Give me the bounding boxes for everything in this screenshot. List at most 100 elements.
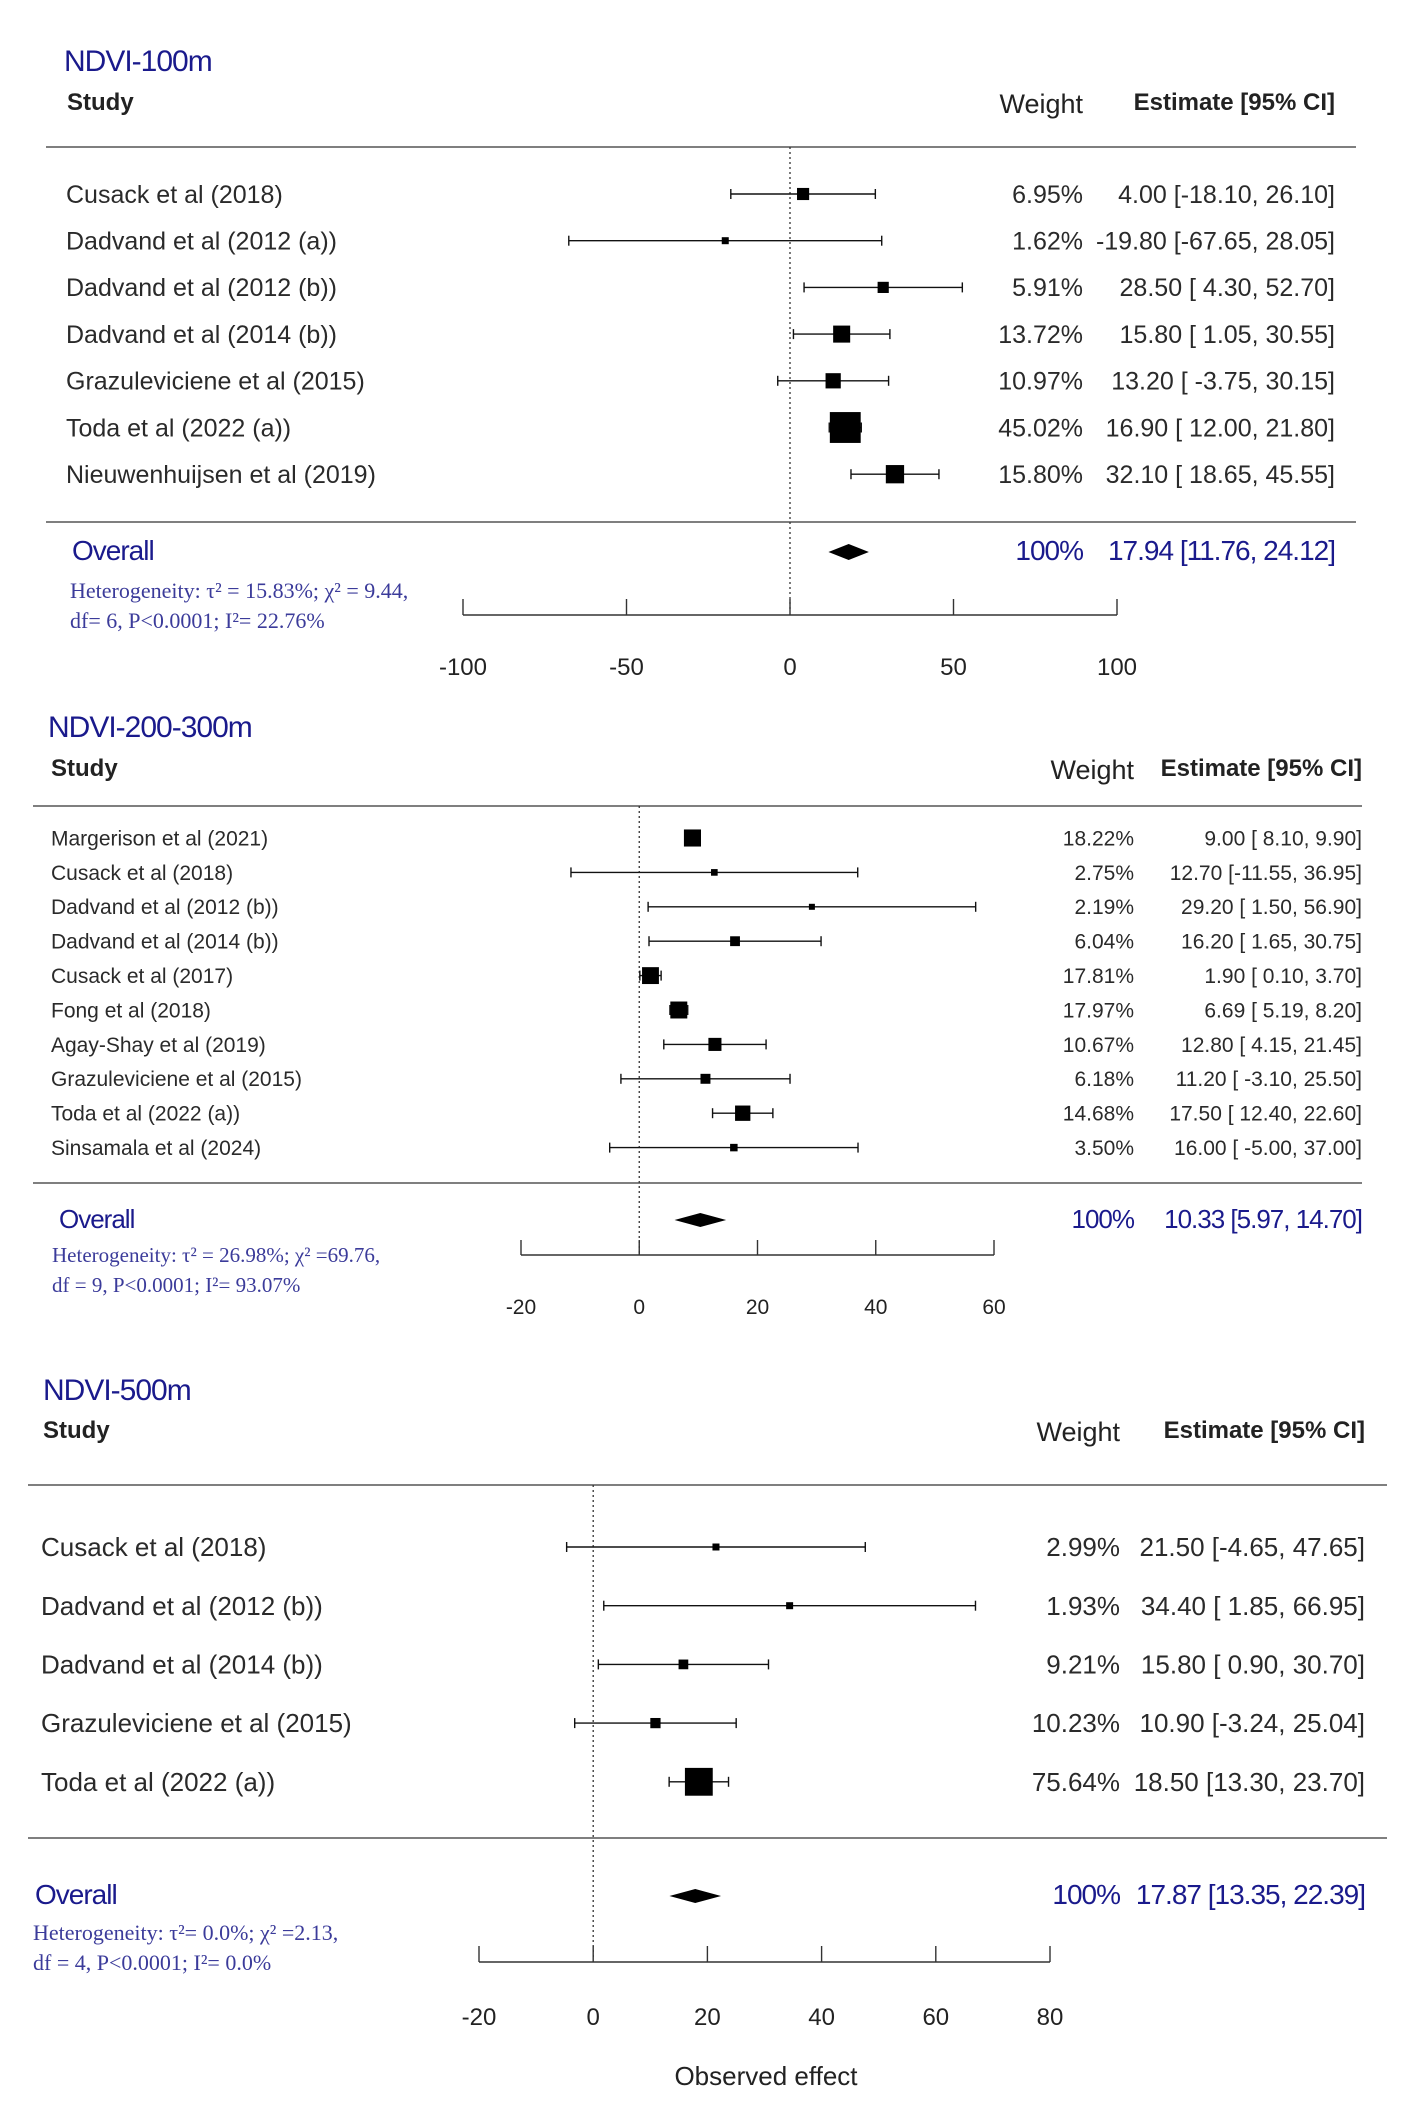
study-column-header: Study	[67, 89, 134, 116]
study-point-square	[684, 1767, 713, 1796]
study-weight: 1.62%	[1012, 227, 1083, 255]
study-weight: 6.18%	[1074, 1068, 1134, 1091]
study-name: Toda et al (2022 (a))	[41, 1767, 275, 1797]
study-point-square	[712, 1543, 720, 1551]
heterogeneity-text: Heterogeneity: τ² = 26.98%; χ² =69.76,	[52, 1243, 380, 1267]
study-point-square	[711, 869, 718, 876]
study-estimate: 15.80 [ 1.05, 30.55]	[1120, 321, 1335, 349]
study-name: Margerison et al (2021)	[51, 827, 268, 850]
study-weight: 2.75%	[1074, 862, 1134, 885]
study-column-header: Study	[43, 1417, 110, 1444]
study-point-square	[683, 829, 701, 847]
heterogeneity-text: df= 6, P<0.0001; I²= 22.76%	[70, 608, 325, 633]
overall-label: Overall	[59, 1204, 135, 1234]
study-name: Cusack et al (2017)	[51, 965, 233, 988]
overall-diamond	[828, 544, 869, 560]
x-axis-tick-label: -20	[462, 2004, 497, 2031]
study-weight: 45.02%	[998, 414, 1083, 442]
overall-estimate: 17.94 [11.76, 24.12]	[1108, 535, 1335, 566]
study-name: Agay-Shay et al (2019)	[51, 1034, 266, 1057]
heterogeneity-text: Heterogeneity: τ²= 0.0%; χ² =2.13,	[33, 1920, 338, 1945]
overall-diamond	[674, 1213, 727, 1227]
study-weight: 17.97%	[1063, 999, 1134, 1022]
study-name: Cusack et al (2018)	[66, 181, 283, 209]
study-estimate: 6.69 [ 5.19, 8.20]	[1204, 999, 1362, 1022]
study-estimate: 34.40 [ 1.85, 66.95]	[1141, 1591, 1365, 1621]
study-estimate: 10.90 [-3.24, 25.04]	[1139, 1708, 1365, 1738]
weight-column-header: Weight	[1036, 1417, 1120, 1447]
study-estimate: 12.80 [ 4.15, 21.45]	[1181, 1034, 1362, 1057]
study-name: Grazuleviciene et al (2015)	[41, 1708, 352, 1738]
study-estimate: 17.50 [ 12.40, 22.60]	[1169, 1103, 1362, 1126]
study-name: Toda et al (2022 (a))	[66, 414, 291, 442]
study-estimate: 11.20 [ -3.10, 25.50]	[1176, 1068, 1362, 1091]
study-weight: 6.04%	[1074, 931, 1134, 954]
study-estimate: 32.10 [ 18.65, 45.55]	[1106, 461, 1335, 489]
x-axis-label: Observed effect	[674, 2061, 858, 2091]
study-name: Grazuleviciene et al (2015)	[66, 368, 365, 396]
x-axis-tick-label: 80	[1037, 2004, 1064, 2031]
study-weight: 1.93%	[1046, 1591, 1120, 1621]
study-estimate: 29.20 [ 1.50, 56.90]	[1181, 896, 1362, 919]
study-name: Fong et al (2018)	[51, 999, 211, 1022]
study-weight: 14.68%	[1063, 1103, 1134, 1126]
forest-panel-3: NDVI-500m Study Weight Estimate [95% CI] Cus…	[28, 1374, 1387, 2091]
study-point-square	[786, 1602, 794, 1610]
overall-weight: 100%	[1072, 1204, 1135, 1234]
study-point-square	[650, 1717, 661, 1729]
study-name: Dadvand et al (2014 (b))	[66, 321, 337, 349]
x-axis-tick-label: 100	[1097, 654, 1137, 681]
study-estimate: 1.90 [ 0.10, 3.70]	[1204, 965, 1362, 988]
overall-label: Overall	[72, 535, 154, 566]
study-weight: 10.23%	[1032, 1708, 1120, 1738]
study-point-square	[730, 936, 740, 947]
study-estimate: 4.00 [-18.10, 26.10]	[1118, 181, 1335, 209]
study-name: Dadvand et al (2012 (b))	[66, 274, 337, 302]
overall-label: Overall	[35, 1879, 117, 1910]
study-estimate: 16.00 [ -5.00, 37.00]	[1174, 1137, 1362, 1160]
study-point-square	[700, 1073, 711, 1084]
panel-title: NDVI-200-300m	[48, 711, 252, 744]
x-axis-tick-label: 60	[982, 1296, 1005, 1319]
study-point-square	[797, 187, 810, 201]
study-point-square	[808, 903, 815, 910]
x-axis-tick-label: 50	[940, 654, 967, 681]
study-point-square	[833, 325, 851, 343]
x-axis-tick-label: -100	[439, 654, 487, 681]
study-point-square	[642, 967, 659, 985]
panel-title: NDVI-100m	[64, 45, 212, 78]
study-estimate: 15.80 [ 0.90, 30.70]	[1141, 1650, 1365, 1680]
x-axis-tick-label: 20	[746, 1296, 769, 1319]
study-point-square	[885, 465, 905, 484]
overall-weight: 100%	[1052, 1879, 1120, 1910]
study-name: Nieuwenhuijsen et al (2019)	[66, 461, 376, 489]
study-point-square	[670, 1001, 688, 1019]
heterogeneity-text: Heterogeneity: τ² = 15.83%; χ² = 9.44,	[70, 578, 408, 603]
study-weight: 18.22%	[1063, 827, 1134, 850]
study-name: Grazuleviciene et al (2015)	[51, 1068, 302, 1091]
study-estimate: -19.80 [-67.65, 28.05]	[1096, 227, 1335, 255]
study-weight: 75.64%	[1032, 1767, 1120, 1797]
study-point-square	[708, 1037, 722, 1051]
study-weight: 10.97%	[998, 368, 1083, 396]
overall-weight: 100%	[1015, 535, 1083, 566]
study-name: Dadvand et al (2014 (b))	[51, 931, 279, 954]
weight-column-header: Weight	[999, 89, 1083, 119]
study-weight: 2.99%	[1046, 1532, 1120, 1562]
study-point-square	[829, 412, 861, 443]
study-estimate: 21.50 [-4.65, 47.65]	[1139, 1532, 1365, 1562]
overall-estimate: 17.87 [13.35, 22.39]	[1136, 1879, 1365, 1910]
study-weight: 5.91%	[1012, 274, 1083, 302]
study-weight: 9.21%	[1046, 1650, 1120, 1680]
weight-column-header: Weight	[1050, 755, 1134, 785]
study-point-square	[721, 237, 729, 245]
forest-panel-1: NDVI-100m Study Weight Estimate [95% CI] Cus…	[46, 45, 1356, 681]
study-estimate: 16.90 [ 12.00, 21.80]	[1106, 414, 1335, 442]
study-name: Dadvand et al (2012 (b))	[51, 896, 279, 919]
study-estimate: 28.50 [ 4.30, 52.70]	[1120, 274, 1335, 302]
study-weight: 13.72%	[998, 321, 1083, 349]
panel-title: NDVI-500m	[43, 1374, 191, 1407]
x-axis-tick-label: 40	[864, 1296, 887, 1319]
study-point-square	[825, 373, 841, 389]
